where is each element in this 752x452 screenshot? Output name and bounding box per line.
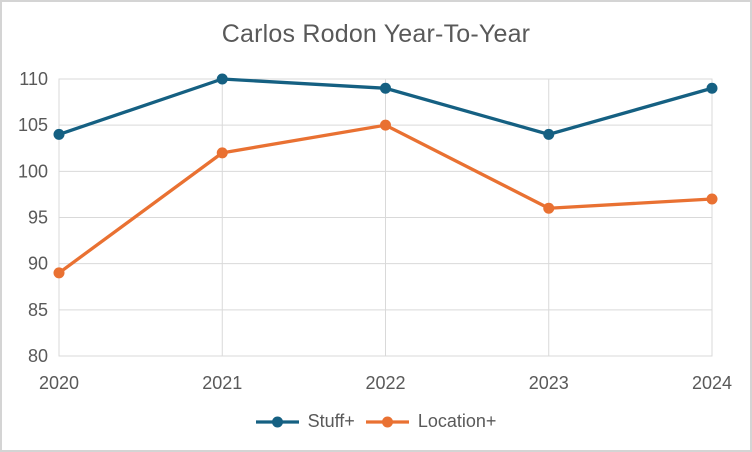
x-axis-tick-label: 2024 [692, 373, 732, 393]
legend-dot [381, 416, 393, 427]
y-axis-tick-label: 100 [18, 161, 48, 181]
y-axis-tick-label: 95 [28, 208, 48, 228]
x-axis-tick-label: 2020 [39, 373, 79, 393]
y-axis-tick-label: 90 [28, 254, 48, 274]
x-axis-tick-label: 2021 [202, 373, 242, 393]
legend-label: Stuff+ [307, 411, 355, 431]
plot-border [58, 78, 713, 357]
data-point-stuff-2024 [706, 82, 718, 94]
legend-marker-stuff [255, 416, 299, 427]
data-point-location-2020 [53, 267, 65, 279]
legend-item-location: Location+ [365, 411, 497, 432]
data-point-location-2023 [543, 202, 555, 214]
chart-title: Carlos Rodon Year-To-Year [221, 20, 531, 48]
data-point-stuff-2021 [216, 73, 228, 85]
x-axis-tick-label: 2022 [365, 373, 405, 393]
legend-item-stuff: Stuff+ [255, 411, 355, 432]
legend-dot [271, 416, 283, 427]
y-axis-tick-label: 80 [28, 346, 48, 366]
y-axis-tick-label: 85 [28, 300, 48, 320]
y-axis-tick-label: 105 [18, 115, 48, 135]
data-point-stuff-2020 [53, 128, 65, 140]
chart-legend: Stuff+ Location+ [2, 411, 750, 432]
data-point-location-2024 [706, 193, 718, 205]
data-point-stuff-2022 [380, 82, 391, 94]
x-axis-tick-label: 2023 [529, 373, 569, 393]
data-point-location-2022 [380, 119, 391, 131]
data-point-location-2021 [216, 147, 228, 159]
legend-label: Location+ [417, 411, 497, 431]
y-axis-tick-label: 110 [19, 69, 48, 89]
data-point-stuff-2023 [543, 128, 555, 140]
legend-marker-location [365, 416, 409, 427]
